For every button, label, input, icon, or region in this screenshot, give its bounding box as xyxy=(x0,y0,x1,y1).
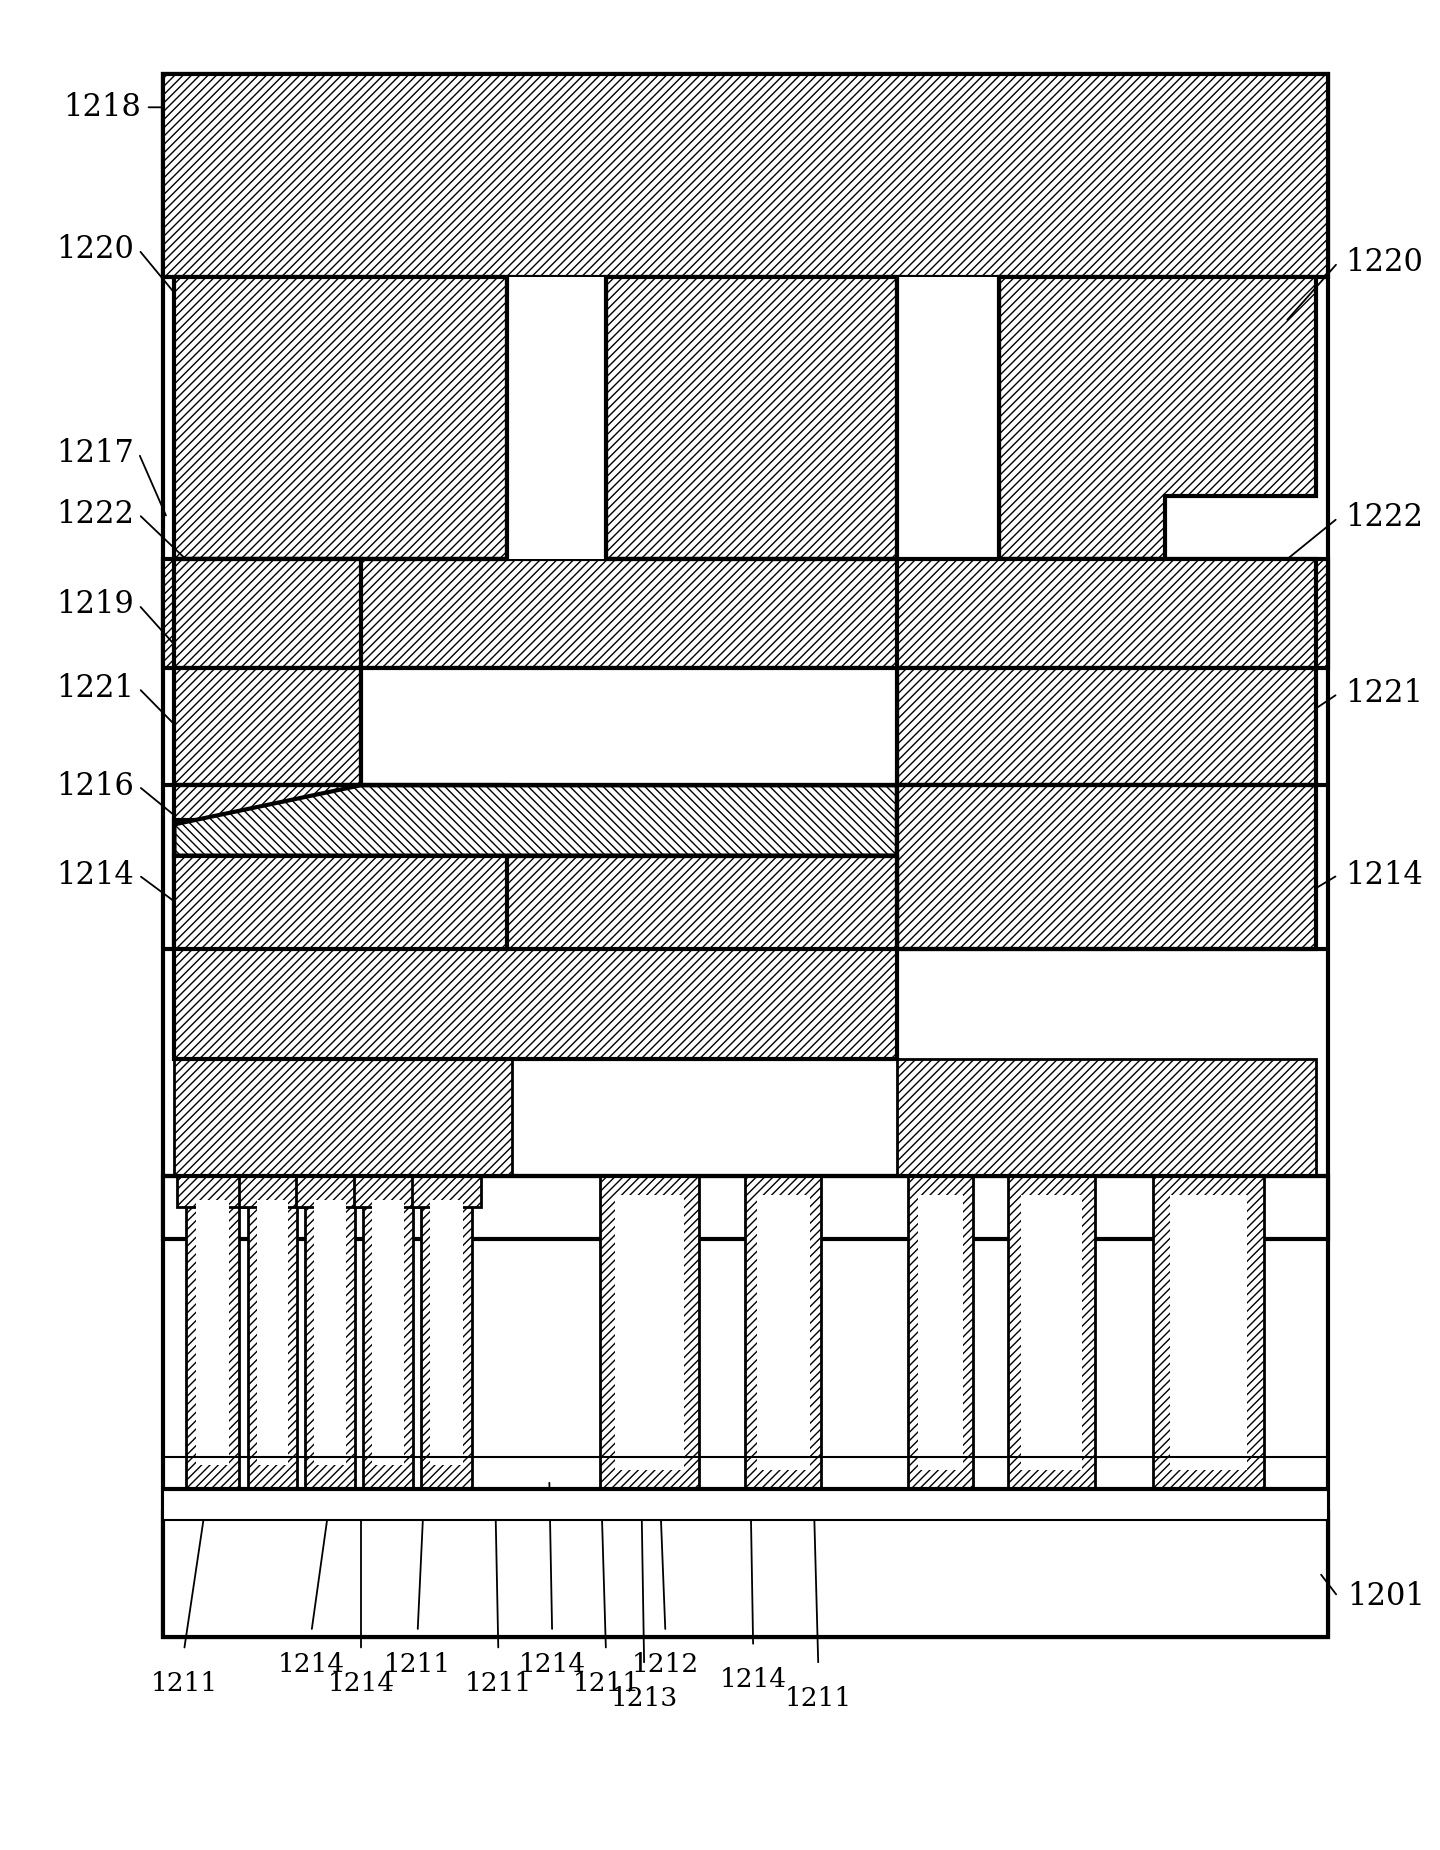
Text: 1222: 1222 xyxy=(56,500,134,529)
Bar xyxy=(615,1195,684,1471)
Bar xyxy=(606,278,897,559)
Bar xyxy=(897,1058,1316,1177)
Bar xyxy=(361,668,897,784)
Text: 1211: 1211 xyxy=(465,1671,531,1696)
Polygon shape xyxy=(174,784,897,855)
Bar xyxy=(1169,1195,1247,1471)
Bar xyxy=(295,1177,364,1208)
Polygon shape xyxy=(999,278,1316,559)
Bar xyxy=(422,1177,471,1489)
Bar xyxy=(372,1199,405,1465)
Text: 1211: 1211 xyxy=(785,1685,852,1711)
Text: 1217: 1217 xyxy=(56,438,134,468)
Bar xyxy=(507,855,897,949)
Bar xyxy=(174,559,361,668)
Text: 1201: 1201 xyxy=(1348,1582,1426,1611)
Text: 1220: 1220 xyxy=(1345,248,1423,278)
Bar xyxy=(919,1195,963,1471)
Text: 1214: 1214 xyxy=(278,1652,346,1678)
Bar xyxy=(174,668,361,784)
Bar xyxy=(354,1177,422,1208)
Bar xyxy=(256,1199,288,1465)
Text: 1214: 1214 xyxy=(1345,860,1423,890)
Bar xyxy=(412,1177,481,1208)
Bar xyxy=(163,74,1328,1637)
Bar xyxy=(897,784,1316,949)
Bar xyxy=(746,1177,821,1489)
Text: 1213: 1213 xyxy=(611,1685,678,1711)
Text: 1212: 1212 xyxy=(632,1652,698,1678)
Bar xyxy=(174,1058,513,1177)
Bar xyxy=(897,278,999,559)
Bar xyxy=(599,1177,698,1489)
Bar xyxy=(1008,1177,1094,1489)
Bar xyxy=(305,1177,356,1489)
Text: 1214: 1214 xyxy=(518,1652,586,1678)
Bar xyxy=(174,278,507,559)
Text: 1211: 1211 xyxy=(384,1652,451,1678)
Bar xyxy=(163,1489,1328,1521)
Text: 1219: 1219 xyxy=(56,590,134,620)
Text: 1220: 1220 xyxy=(56,235,134,265)
Text: 1221: 1221 xyxy=(1345,679,1423,709)
Bar xyxy=(757,1195,809,1471)
Bar xyxy=(177,1177,248,1208)
Bar xyxy=(163,74,1328,278)
Bar xyxy=(239,1177,307,1208)
Text: 1211: 1211 xyxy=(150,1671,217,1696)
Text: 1211: 1211 xyxy=(572,1671,639,1696)
Bar xyxy=(248,1177,297,1489)
Bar xyxy=(1153,1177,1264,1489)
Bar xyxy=(186,1177,239,1489)
Bar xyxy=(174,784,507,949)
Bar xyxy=(507,278,606,559)
Text: 1216: 1216 xyxy=(56,771,134,801)
Text: 1214: 1214 xyxy=(56,860,134,890)
Bar xyxy=(163,559,1328,668)
Bar xyxy=(909,1177,972,1489)
Bar xyxy=(1021,1195,1081,1471)
Bar xyxy=(897,668,1316,784)
Text: 1214: 1214 xyxy=(327,1671,395,1696)
Bar xyxy=(163,1511,1328,1637)
Bar xyxy=(431,1199,462,1465)
Polygon shape xyxy=(174,784,897,855)
Bar xyxy=(897,559,1316,668)
Bar xyxy=(163,1177,1328,1240)
Text: 1214: 1214 xyxy=(720,1667,786,1693)
Bar xyxy=(174,855,897,1058)
Bar xyxy=(363,1177,413,1489)
Text: 1218: 1218 xyxy=(63,92,141,122)
Bar xyxy=(314,1199,346,1465)
Text: 1222: 1222 xyxy=(1345,503,1423,533)
Bar xyxy=(196,1199,229,1465)
Text: 1221: 1221 xyxy=(56,673,134,703)
